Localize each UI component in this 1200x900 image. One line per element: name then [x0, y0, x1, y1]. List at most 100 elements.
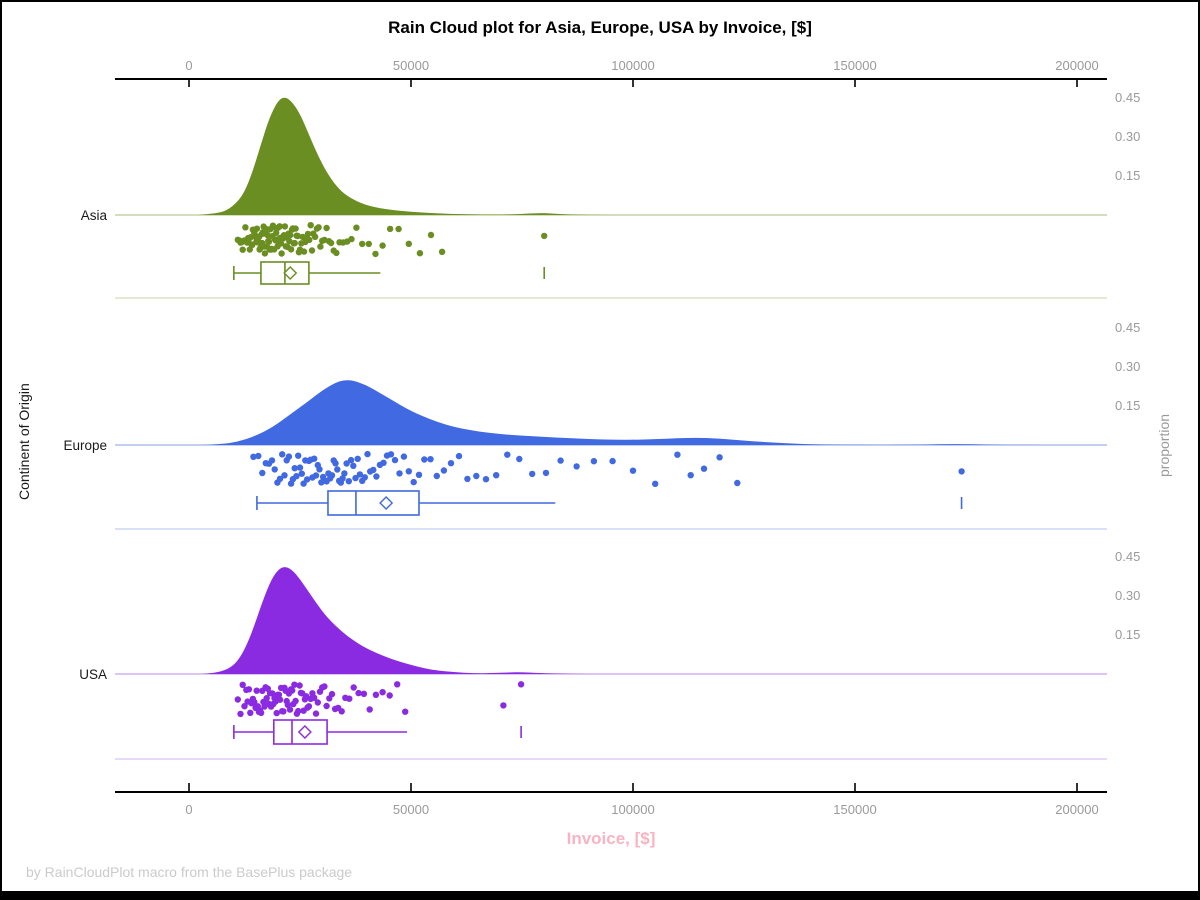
proportion-tick-label: 0.45	[1115, 90, 1140, 105]
jitter-point-usa	[273, 709, 280, 717]
bottom-x-tick-label: 100000	[611, 802, 654, 817]
jitter-point-europe	[361, 474, 368, 481]
jitter-point-europe	[493, 472, 500, 479]
jitter-point-europe	[557, 457, 564, 464]
jitter-point-europe	[370, 466, 377, 474]
x-axis-label: Invoice, [$]	[566, 829, 656, 848]
jitter-point-asia	[270, 224, 277, 231]
jitter-point-europe	[652, 480, 659, 487]
jitter-point-usa	[355, 689, 362, 697]
jitter-point-europe	[295, 452, 302, 459]
jitter-point-asia	[311, 233, 319, 240]
jitter-point-asia	[348, 235, 355, 243]
jitter-point-europe	[356, 471, 364, 478]
jitter-point-europe	[629, 467, 637, 474]
jitter-point-usa	[247, 709, 254, 716]
jitter-point-usa	[269, 690, 276, 697]
jitter-point-usa	[263, 695, 270, 702]
jitter-point-usa	[296, 682, 303, 689]
jitter-point-usa	[360, 690, 368, 697]
jitter-point-europe	[311, 455, 318, 462]
jitter-point-europe	[364, 450, 371, 458]
jitter-point-asia	[239, 246, 246, 253]
jitter-point-usa	[402, 708, 409, 715]
jitter-point-usa	[251, 698, 258, 706]
jitter-point-asia	[281, 223, 289, 230]
jitter-point-europe	[303, 476, 311, 483]
jitter-point-europe	[339, 475, 346, 482]
footnote: by RainCloudPlot macro from the BasePlus…	[26, 864, 353, 880]
top-x-tick-label: 150000	[833, 58, 876, 73]
box-usa	[273, 719, 328, 745]
jitter-point-europe	[300, 480, 307, 487]
proportion-tick-label: 0.45	[1115, 320, 1140, 335]
jitter-point-asia	[308, 247, 316, 254]
jitter-point-asia	[291, 239, 298, 247]
jitter-point-europe	[958, 468, 965, 475]
jitter-point-europe	[716, 454, 723, 461]
jitter-point-europe	[400, 453, 408, 460]
jitter-point-europe	[396, 470, 403, 477]
jitter-point-usa	[253, 687, 260, 694]
jitter-point-europe	[464, 475, 471, 483]
jitter-point-europe	[281, 472, 288, 479]
jitter-point-europe	[285, 453, 293, 460]
jitter-point-europe	[609, 457, 616, 465]
proportion-tick-label: 0.45	[1115, 549, 1140, 564]
jitter-point-europe	[529, 470, 536, 478]
bottom-x-tick-label: 150000	[833, 802, 876, 817]
jitter-point-asia	[261, 250, 269, 257]
jitter-point-usa	[517, 681, 525, 688]
jitter-point-europe	[590, 458, 598, 465]
jitter-point-europe	[268, 457, 276, 464]
jitter-point-europe	[410, 478, 417, 486]
jitter-point-europe	[259, 469, 266, 477]
top-x-tick-label: 0	[185, 58, 192, 73]
proportion-tick-label: 0.15	[1115, 627, 1140, 642]
jitter-point-asia	[292, 225, 299, 232]
jitter-point-europe	[674, 451, 681, 458]
jitter-point-asia	[317, 243, 324, 250]
jitter-point-europe	[700, 465, 708, 472]
jitter-point-europe	[573, 463, 580, 470]
mean-diamond-europe	[379, 496, 394, 510]
jitter-point-usa	[386, 692, 393, 699]
bottom-x-tick-label: 200000	[1055, 802, 1098, 817]
jitter-point-europe	[473, 472, 480, 480]
jitter-point-asia	[372, 250, 379, 258]
jitter-point-europe	[276, 475, 284, 482]
jitter-point-usa	[500, 702, 507, 709]
jitter-point-asia	[427, 231, 435, 239]
box-europe	[327, 490, 420, 516]
jitter-point-asia	[416, 250, 424, 257]
jitter-point-europe	[391, 456, 399, 464]
mean-diamond-asia	[283, 266, 298, 280]
density-area-asia	[197, 97, 611, 215]
jitter-point-usa	[350, 684, 357, 691]
jitter-point-asia	[333, 249, 340, 257]
jitter-point-asia	[277, 240, 285, 247]
jitter-point-usa	[366, 706, 373, 713]
jitter-point-europe	[447, 460, 455, 467]
density-area-usa	[202, 567, 589, 674]
jitter-point-asia	[300, 248, 308, 255]
proportion-tick-label: 0.30	[1115, 588, 1140, 603]
jitter-point-asia	[287, 246, 295, 253]
jitter-point-asia	[306, 236, 313, 244]
jitter-point-usa	[289, 687, 296, 694]
jitter-point-usa	[241, 703, 248, 710]
jitter-point-asia	[242, 224, 249, 231]
jitter-point-asia	[278, 250, 285, 257]
jitter-point-europe	[687, 472, 694, 479]
jitter-point-europe	[482, 476, 490, 483]
jitter-point-asia	[265, 238, 273, 245]
jitter-point-usa	[338, 708, 345, 715]
jitter-point-asia	[276, 223, 283, 230]
jitter-point-asia	[323, 224, 330, 232]
jitter-point-europe	[291, 465, 298, 472]
proportion-tick-label: 0.30	[1115, 359, 1140, 374]
jitter-point-usa	[295, 707, 302, 715]
jitter-point-asia	[353, 224, 360, 231]
bottom-x-tick-label: 50000	[393, 802, 429, 817]
